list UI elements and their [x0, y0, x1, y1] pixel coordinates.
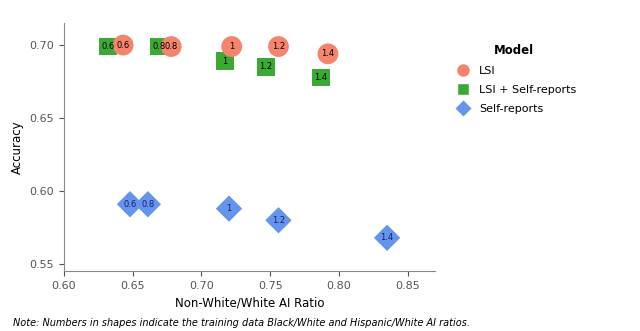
- Point: [154, 44, 164, 49]
- Point: [273, 44, 284, 49]
- Text: 0.6: 0.6: [124, 200, 136, 209]
- Text: 1.4: 1.4: [321, 49, 335, 58]
- Point: [316, 74, 326, 80]
- Point: [143, 202, 153, 207]
- Text: 1: 1: [222, 57, 227, 66]
- Text: 1.4: 1.4: [314, 73, 328, 82]
- X-axis label: Non-White/White AI Ratio: Non-White/White AI Ratio: [175, 297, 324, 310]
- Point: [323, 51, 333, 57]
- Point: [261, 64, 271, 70]
- Text: 0.8: 0.8: [164, 42, 178, 51]
- Point: [125, 202, 135, 207]
- Text: 1: 1: [227, 204, 232, 213]
- Text: 1.2: 1.2: [272, 216, 285, 225]
- Point: [166, 44, 177, 49]
- Y-axis label: Accuracy: Accuracy: [11, 120, 24, 174]
- Point: [118, 42, 128, 48]
- Text: Note: Numbers in shapes indicate the training data Black/White and Hispanic/Whit: Note: Numbers in shapes indicate the tra…: [13, 318, 470, 328]
- Text: 0.8: 0.8: [152, 42, 166, 51]
- Text: 1.2: 1.2: [260, 63, 273, 71]
- Point: [227, 44, 237, 49]
- Text: 1.4: 1.4: [381, 233, 394, 242]
- Text: 0.8: 0.8: [141, 200, 154, 209]
- Point: [103, 44, 113, 49]
- Point: [220, 59, 230, 64]
- Text: 0.6: 0.6: [116, 41, 130, 50]
- Legend: LSI, LSI + Self-reports, Self-reports: LSI, LSI + Self-reports, Self-reports: [448, 41, 580, 118]
- Text: 1: 1: [229, 42, 234, 51]
- Point: [382, 235, 392, 241]
- Point: [273, 218, 284, 223]
- Text: 0.6: 0.6: [101, 42, 115, 51]
- Text: 1.2: 1.2: [272, 42, 285, 51]
- Point: [224, 206, 234, 211]
